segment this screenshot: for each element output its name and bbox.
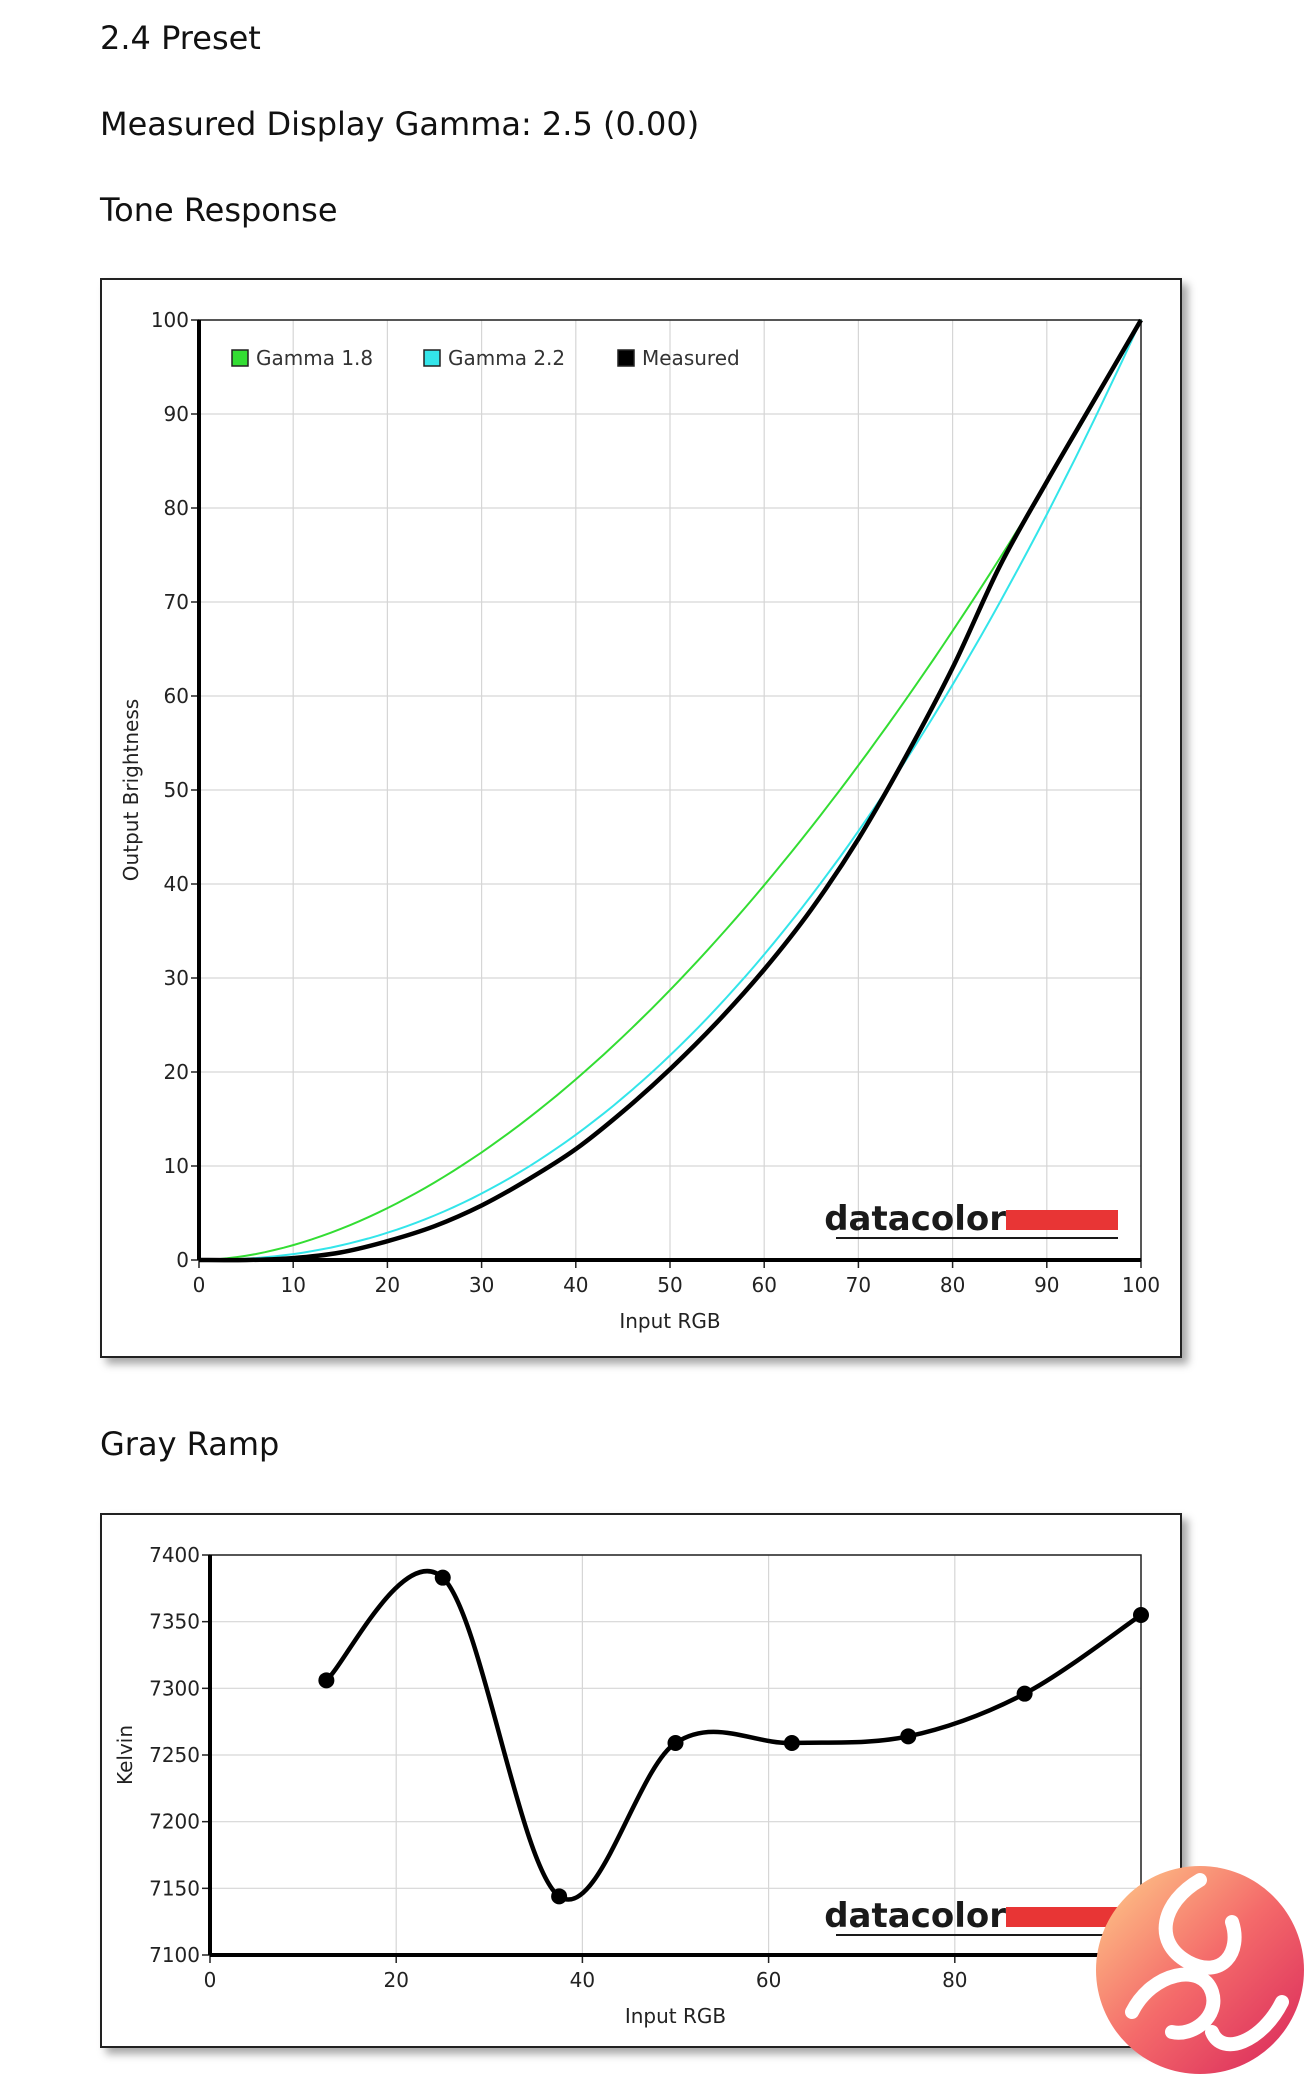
datacolor-logo-bar xyxy=(1006,1210,1118,1230)
x-tick-label: 30 xyxy=(469,1273,494,1297)
y-tick-label: 80 xyxy=(164,496,189,520)
y-tick-label: 7150 xyxy=(149,1876,200,1900)
x-tick-label: 10 xyxy=(280,1273,305,1297)
y-tick-label: 60 xyxy=(164,684,189,708)
site-logo-icon xyxy=(1096,1866,1304,2074)
datacolor-logo-bar xyxy=(1006,1907,1118,1927)
data-point xyxy=(783,1735,800,1751)
x-tick-label: 80 xyxy=(942,1968,967,1992)
legend-item: Measured xyxy=(617,346,740,370)
y-tick-label: 90 xyxy=(164,402,189,426)
legend-swatch xyxy=(617,349,635,367)
series-line-kelvin xyxy=(324,1568,1143,1902)
x-tick-label: 20 xyxy=(383,1968,408,1992)
data-point xyxy=(551,1888,568,1905)
gray-ramp-chart: 0204060801007100715072007250730073507400… xyxy=(100,1513,1182,2048)
y-axis-title: Output Brightness xyxy=(119,699,143,881)
legend-swatch xyxy=(231,349,249,367)
datacolor-logo-text: datacolor xyxy=(824,1896,1006,1936)
y-tick-label: 0 xyxy=(176,1248,189,1272)
x-tick-label: 40 xyxy=(563,1273,588,1297)
y-tick-label: 10 xyxy=(164,1154,189,1178)
series-line-measured xyxy=(198,318,1143,1263)
y-tick-label: 7250 xyxy=(149,1743,200,1767)
data-point xyxy=(318,1672,335,1689)
y-tick-label: 7100 xyxy=(149,1943,200,1967)
data-point xyxy=(1133,1607,1149,1623)
data-point xyxy=(900,1728,917,1745)
x-tick-label: 0 xyxy=(204,1968,217,1992)
x-tick-label: 70 xyxy=(846,1273,871,1297)
series-line-gamma-2-2 xyxy=(199,319,1142,1261)
y-tick-label: 100 xyxy=(151,308,189,332)
gray-ramp-plot: 0204060801007100715072007250730073507400… xyxy=(113,1543,1160,2028)
y-tick-label: 7400 xyxy=(149,1543,200,1567)
y-tick-label: 50 xyxy=(164,778,189,802)
y-tick-label: 7350 xyxy=(149,1610,200,1634)
legend-item: Gamma 1.8 xyxy=(231,346,373,370)
tone-response-chart: 0 10 20 30 40 50 60 70 80 90 100 0 10 20 30 40 50 60 70 80 9… xyxy=(100,278,1182,1358)
y-tick-label: 30 xyxy=(164,966,189,990)
legend-swatch xyxy=(423,349,441,367)
series-line-gamma-1-8 xyxy=(198,319,1142,1261)
x-axis-title: Input RGB xyxy=(625,2004,726,2028)
x-axis-title: Input RGB xyxy=(619,1309,720,1333)
data-point xyxy=(667,1735,684,1751)
y-tick-label: 40 xyxy=(164,872,189,896)
x-tick-label: 40 xyxy=(570,1968,595,1992)
datacolor-logo-text: datacolor xyxy=(824,1199,1006,1239)
x-tick-label: 60 xyxy=(756,1968,781,1992)
datacolor-logo: datacolor xyxy=(824,1199,1118,1239)
x-tick-label: 0 xyxy=(193,1273,206,1297)
y-tick-label: 20 xyxy=(164,1060,189,1084)
measured-gamma-text: Measured Display Gamma: 2.5 (0.00) xyxy=(100,105,700,143)
x-tick-label: 20 xyxy=(375,1273,400,1297)
tone-response-plot: 0 10 20 30 40 50 60 70 80 90 100 0 10 20 30 40 50 60 70 80 9… xyxy=(119,308,1160,1333)
gray-ramp-heading: Gray Ramp xyxy=(100,1425,280,1463)
x-tick-label: 80 xyxy=(940,1273,965,1297)
preset-title: 2.4 Preset xyxy=(100,19,261,57)
data-point xyxy=(1016,1685,1033,1702)
x-tick-label: 100 xyxy=(1122,1273,1160,1297)
legend-item: Gamma 2.2 xyxy=(423,346,565,370)
legend-label: Gamma 2.2 xyxy=(448,346,565,370)
y-tick-label: 7200 xyxy=(149,1810,200,1834)
y-tick-label: 7300 xyxy=(149,1676,200,1700)
legend-label: Measured xyxy=(642,346,740,370)
x-tick-label: 90 xyxy=(1034,1273,1059,1297)
tone-response-heading: Tone Response xyxy=(100,191,338,229)
x-tick-label: 60 xyxy=(751,1273,776,1297)
legend-label: Gamma 1.8 xyxy=(256,346,373,370)
datacolor-logo: datacolor xyxy=(824,1896,1118,1936)
y-axis-title: Kelvin xyxy=(113,1725,137,1785)
data-point xyxy=(434,1569,451,1586)
y-tick-label: 70 xyxy=(164,590,189,614)
legend: Gamma 1.8 Gamma 2.2 Measured xyxy=(231,346,740,370)
x-tick-label: 50 xyxy=(657,1273,682,1297)
